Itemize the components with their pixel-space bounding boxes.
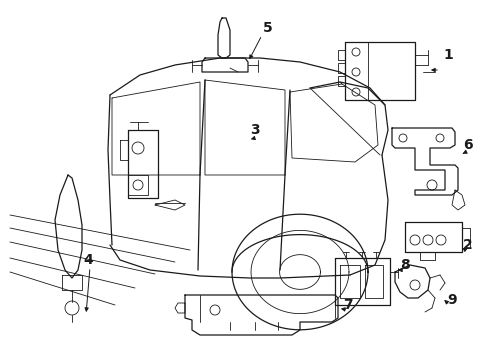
Polygon shape xyxy=(202,58,247,72)
Polygon shape xyxy=(394,265,429,298)
Polygon shape xyxy=(120,140,128,160)
Polygon shape xyxy=(337,50,345,60)
Polygon shape xyxy=(364,265,382,298)
Polygon shape xyxy=(218,18,229,58)
Text: 2: 2 xyxy=(462,238,472,252)
Text: 4: 4 xyxy=(83,253,93,267)
Polygon shape xyxy=(337,63,345,73)
Polygon shape xyxy=(62,275,82,290)
Polygon shape xyxy=(339,265,359,298)
Polygon shape xyxy=(55,175,82,278)
Text: 9: 9 xyxy=(446,293,456,307)
Polygon shape xyxy=(184,295,337,335)
Text: 1: 1 xyxy=(442,48,452,62)
Polygon shape xyxy=(345,42,414,100)
Polygon shape xyxy=(404,222,461,252)
Polygon shape xyxy=(175,303,184,313)
Polygon shape xyxy=(451,190,464,210)
Polygon shape xyxy=(391,128,457,195)
Text: 5: 5 xyxy=(263,21,272,35)
Polygon shape xyxy=(337,76,345,86)
Text: 6: 6 xyxy=(462,138,472,152)
Polygon shape xyxy=(128,130,158,198)
Text: 3: 3 xyxy=(250,123,259,137)
Text: 7: 7 xyxy=(343,298,352,312)
Polygon shape xyxy=(334,258,389,305)
Polygon shape xyxy=(128,175,148,195)
Text: 8: 8 xyxy=(399,258,409,272)
